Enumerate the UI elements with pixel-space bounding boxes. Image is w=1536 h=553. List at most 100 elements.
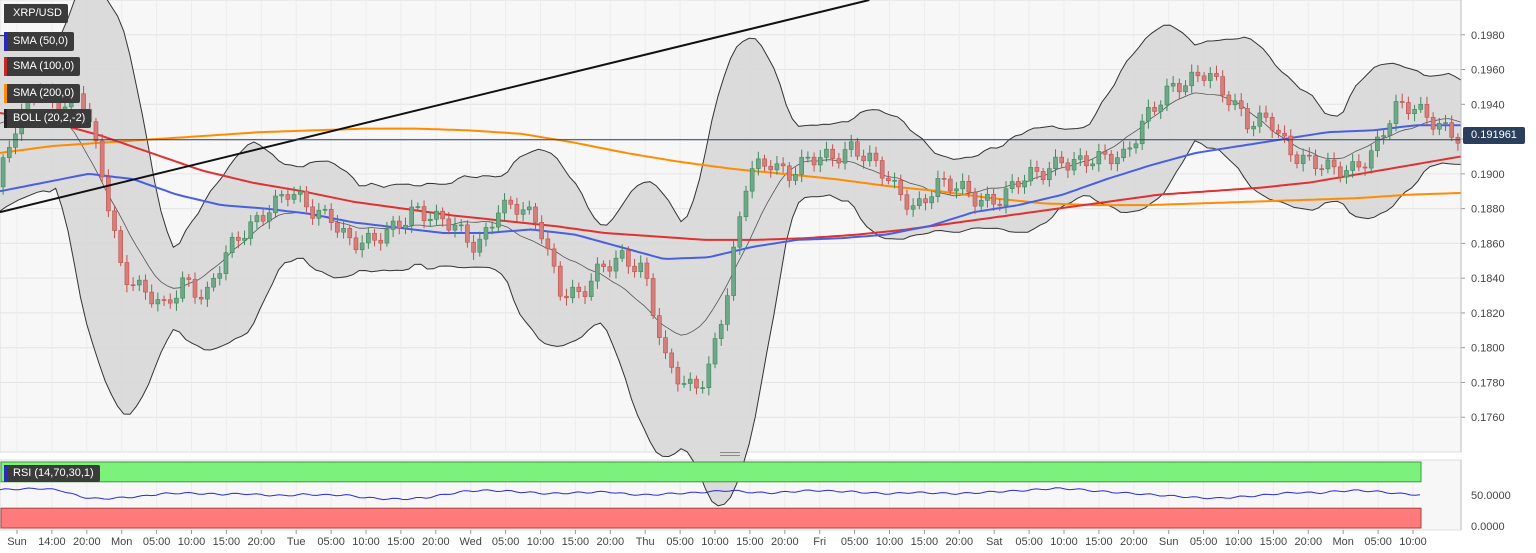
symbol-label: XRP/USD — [13, 7, 62, 19]
candle-body — [415, 206, 421, 208]
candle-body — [118, 230, 124, 263]
time-tick-label: Mon — [1332, 536, 1353, 548]
rsi-tag[interactable]: RSI (14,70,30,1) — [4, 465, 100, 482]
candle-body — [6, 147, 12, 158]
candle-body — [520, 209, 526, 215]
candle-body — [143, 279, 148, 293]
candle-body — [198, 296, 204, 300]
symbol-tag[interactable]: XRP/USD — [4, 4, 68, 23]
candle-body — [1282, 132, 1287, 137]
candle-body — [1084, 155, 1089, 167]
candle-body — [1375, 136, 1380, 152]
candle-body — [1115, 157, 1120, 165]
candle-body — [1257, 112, 1263, 127]
candle-body — [972, 191, 978, 207]
time-tick-label: 14:00 — [38, 536, 66, 548]
time-tick-label: Sun — [7, 536, 27, 548]
candle-body — [304, 190, 309, 208]
rsi-oversold-zone — [0, 507, 1422, 529]
time-tick-label: Tue — [287, 536, 306, 548]
time-tick-label: 05:00 — [1364, 536, 1392, 548]
candle-body — [805, 156, 811, 159]
candle-body — [731, 246, 736, 296]
rsi-line — [0, 487, 1421, 501]
candle-body — [681, 383, 687, 385]
candle-body — [489, 226, 495, 229]
candle-body — [229, 236, 235, 253]
candle-body — [855, 141, 860, 157]
candle-body — [180, 277, 185, 299]
candle-body — [1449, 122, 1455, 138]
bollinger-middle-line — [0, 92, 1462, 336]
candle-body — [372, 232, 377, 241]
candle-body — [409, 206, 414, 226]
candle-body — [112, 210, 117, 231]
candle-body — [1189, 71, 1195, 87]
candle-body — [1269, 117, 1275, 131]
time-tick-label: 15:00 — [1085, 536, 1113, 548]
candle-body — [1350, 161, 1355, 171]
candle-body — [192, 279, 198, 298]
sma200-tag[interactable]: SMA (200,0) — [4, 84, 81, 103]
candle-body — [322, 208, 328, 211]
candle-body — [446, 218, 452, 231]
candle-body — [440, 210, 445, 220]
candle-body — [842, 149, 848, 164]
candle-body — [657, 315, 662, 338]
time-tick-label: 15:00 — [736, 536, 764, 548]
candle-body — [1034, 167, 1040, 172]
candle-body — [873, 152, 879, 161]
candle-body — [458, 224, 464, 227]
sma200-line — [0, 127, 1462, 207]
boll-label: BOLL (20,2,-2) — [13, 112, 86, 124]
candle-body — [1393, 101, 1399, 124]
rsi-tick-label: 50.0000 — [1471, 490, 1511, 502]
candle-body — [663, 337, 668, 354]
candle-body — [997, 203, 1003, 206]
candle-body — [1443, 122, 1448, 124]
rsi-overbought-zone — [0, 461, 1422, 483]
time-tick-label: Sun — [1159, 536, 1179, 548]
candle-body — [205, 286, 210, 300]
candle-body — [1003, 188, 1009, 206]
candle-body — [136, 279, 142, 286]
time-tick-label: 20:00 — [597, 536, 625, 548]
time-tick-label: 15:00 — [213, 536, 241, 548]
time-tick-label: 15:00 — [562, 536, 590, 548]
candle-body — [780, 163, 786, 167]
candle-body — [396, 220, 402, 229]
candle-body — [564, 295, 569, 299]
time-tick-label: 10:00 — [1399, 536, 1427, 548]
candle-body — [910, 205, 916, 210]
candle-body — [848, 141, 854, 150]
candle-body — [533, 206, 538, 223]
candle-body — [706, 363, 712, 388]
candle-body — [985, 193, 990, 201]
candle-body — [824, 148, 829, 158]
time-tick-label: 15:00 — [387, 536, 415, 548]
candle-body — [607, 266, 613, 272]
candle-body — [1170, 83, 1176, 87]
candle-body — [1139, 120, 1145, 145]
pane-resize-handle[interactable] — [720, 452, 740, 458]
time-tick-label: 10:00 — [1225, 536, 1253, 548]
candle-body — [830, 148, 835, 159]
boll-tag[interactable]: BOLL (20,2,-2) — [4, 109, 92, 128]
candle-body — [279, 194, 284, 197]
sma100-tag[interactable]: SMA (100,0) — [4, 57, 81, 76]
time-tick-label: 05:00 — [492, 536, 520, 548]
time-tick-label: 20:00 — [771, 536, 799, 548]
candle-body — [1065, 162, 1071, 171]
candle-body — [793, 173, 798, 181]
candle-body — [1300, 154, 1306, 164]
candle-body — [1009, 181, 1015, 189]
candle-body — [1430, 116, 1436, 130]
candle-body — [124, 262, 130, 286]
price-tick-label: 0.1940 — [1471, 99, 1505, 111]
sma50-line — [0, 124, 1461, 260]
candle-body — [632, 265, 637, 272]
sma50-tag[interactable]: SMA (50,0) — [4, 32, 75, 51]
candle-body — [545, 238, 551, 250]
candle-body — [1195, 71, 1201, 77]
